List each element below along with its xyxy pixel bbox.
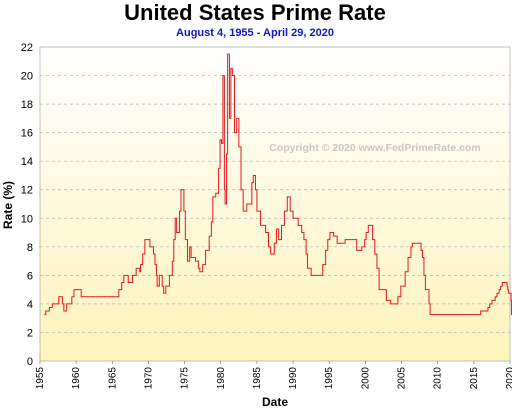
chart-subtitle: August 4, 1955 - April 29, 2020 <box>176 27 334 39</box>
y-tick-label: 16 <box>21 128 33 140</box>
plot-area <box>39 46 511 362</box>
y-tick-label: 10 <box>21 213 33 225</box>
copyright-watermark: Copyright © 2020 www.FedPrimeRate.com <box>269 142 481 154</box>
y-axis-label: Rate (%) <box>1 181 15 229</box>
y-tick-label: 2 <box>27 327 33 339</box>
x-tick-label: 1955 <box>35 367 46 390</box>
x-tick-label: 2010 <box>433 367 444 390</box>
y-tick-label: 8 <box>27 242 33 254</box>
x-tick-label: 2005 <box>397 367 408 390</box>
x-tick-label: 1975 <box>180 367 191 390</box>
x-tick-label: 1960 <box>71 367 82 390</box>
x-tick-label: 1990 <box>288 367 299 390</box>
y-tick-label: 14 <box>21 156 33 168</box>
x-tick-label: 1995 <box>324 367 335 390</box>
y-axis-ticks: 0 2 4 6 8 10 12 14 16 18 20 22 <box>21 42 33 368</box>
x-tick-label: 2000 <box>360 367 371 390</box>
x-tick-label: 1980 <box>216 367 227 390</box>
x-tick-label: 1985 <box>252 367 263 390</box>
y-tick-label: 6 <box>27 270 33 282</box>
y-tick-label: 4 <box>27 299 33 311</box>
y-tick-label: 20 <box>21 71 33 83</box>
gridlines <box>40 75 510 333</box>
x-tick-label: 2015 <box>469 367 480 390</box>
x-tick-label: 1965 <box>107 367 118 390</box>
y-tick-label: 18 <box>21 99 33 111</box>
x-tick-label: 2020 <box>505 367 512 390</box>
prime-rate-series-line <box>44 53 512 316</box>
y-tick-label: 0 <box>27 356 33 368</box>
x-axis-label: Date <box>262 395 288 409</box>
x-tick-label: 1970 <box>143 367 154 390</box>
y-tick-label: 12 <box>21 185 33 197</box>
y-tick-label: 22 <box>21 42 33 54</box>
x-axis-ticks: 1955 1960 1965 1970 1975 1980 1985 1990 1995 2000… <box>35 361 512 389</box>
chart-title: United States Prime Rate <box>124 0 386 25</box>
